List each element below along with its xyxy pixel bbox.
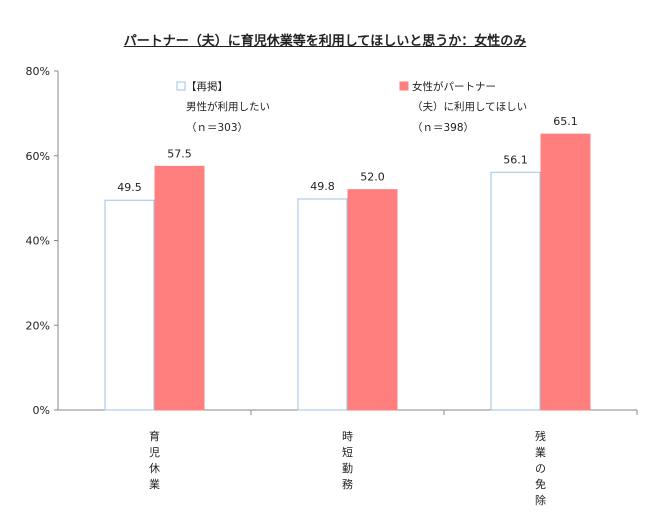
legend-label-series-1: 男性が利用したい <box>186 100 270 113</box>
bar-series-1-2 <box>297 198 348 411</box>
data-label-series-2-1: 57.5 <box>167 147 192 160</box>
bar-series-2-1 <box>154 165 205 411</box>
legend-label-series-2: （ｎ＝398） <box>412 122 474 134</box>
legend-label-series-1: 【再掲】 <box>186 81 228 93</box>
y-tick-label: 80% <box>26 65 50 78</box>
category-label-char: の <box>535 462 546 475</box>
data-label-series-1-3: 56.1 <box>503 153 528 166</box>
category-label-char: 児 <box>149 446 160 459</box>
data-label-series-1-2: 49.8 <box>310 180 335 193</box>
category-label-char: 休 <box>149 462 160 475</box>
category-label-char: 時 <box>342 430 353 443</box>
chart-title: パートナー（夫）に育児休業等を利用してほしいと思うか：女性のみ <box>123 34 527 49</box>
category-label-char: 除 <box>535 493 546 507</box>
y-tick-label: 0% <box>33 404 50 417</box>
category-label-char: 短 <box>342 445 353 459</box>
legend-label-series-1: （ｎ＝303） <box>186 122 248 134</box>
legend-label-series-2: （夫）に利用してほしい <box>412 101 527 113</box>
category-label-char: 残 <box>535 429 546 443</box>
bar-series-1-1 <box>104 199 155 411</box>
legend-swatch-series-1 <box>176 81 186 91</box>
data-label-series-2-2: 52.0 <box>360 171 385 184</box>
category-label-char: 業 <box>535 446 546 459</box>
category-label-char: 業 <box>149 478 160 491</box>
legend-label-series-2: 女性がパートナー <box>412 80 496 93</box>
legend-swatch-series-2 <box>399 81 409 91</box>
category-label-char: 免 <box>535 477 546 491</box>
y-tick-label: 20% <box>26 319 50 332</box>
bar-series-1-3 <box>490 171 541 411</box>
data-label-series-1-1: 49.5 <box>117 181 142 194</box>
category-label-char: 育 <box>149 429 160 443</box>
bar-series-2-3 <box>540 133 591 411</box>
y-tick-label: 40% <box>26 235 50 248</box>
y-tick-label: 60% <box>26 150 50 163</box>
category-label-char: 勤 <box>342 462 353 475</box>
category-label-char: 務 <box>342 477 353 491</box>
data-label-series-2-3: 65.1 <box>553 115 578 128</box>
bar-series-2-2 <box>347 189 398 411</box>
